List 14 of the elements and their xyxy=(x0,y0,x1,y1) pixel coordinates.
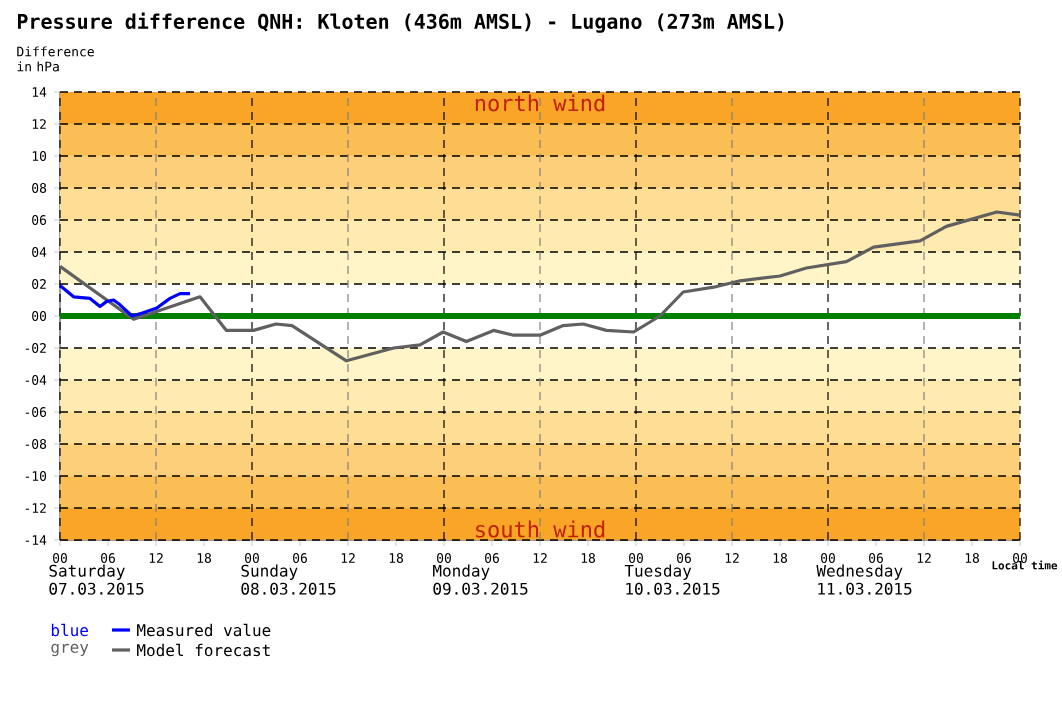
text: blue xyxy=(51,623,88,637)
line-series xyxy=(58,284,192,318)
text: Sunday 08.03.2015 xyxy=(241,564,336,595)
annotation: south wind xyxy=(476,520,605,538)
text: Wednesday 11.03.2015 xyxy=(816,564,912,595)
text: Tuesday 10.03.2015 xyxy=(624,564,720,595)
text: Monday 09.03.2015 xyxy=(433,564,528,595)
text: grey xyxy=(51,643,89,657)
chart-title: Pressure difference QNH: Kloten (436m AMSL) - Lugano (273m AMSL) xyxy=(17,12,784,33)
line-series xyxy=(58,210,1022,363)
legend-label: Measured value xyxy=(137,623,271,637)
legend-label: Model forecast xyxy=(137,643,270,657)
text: Saturday 07.03.2015 xyxy=(49,564,144,595)
annotation: north wind xyxy=(475,94,605,112)
